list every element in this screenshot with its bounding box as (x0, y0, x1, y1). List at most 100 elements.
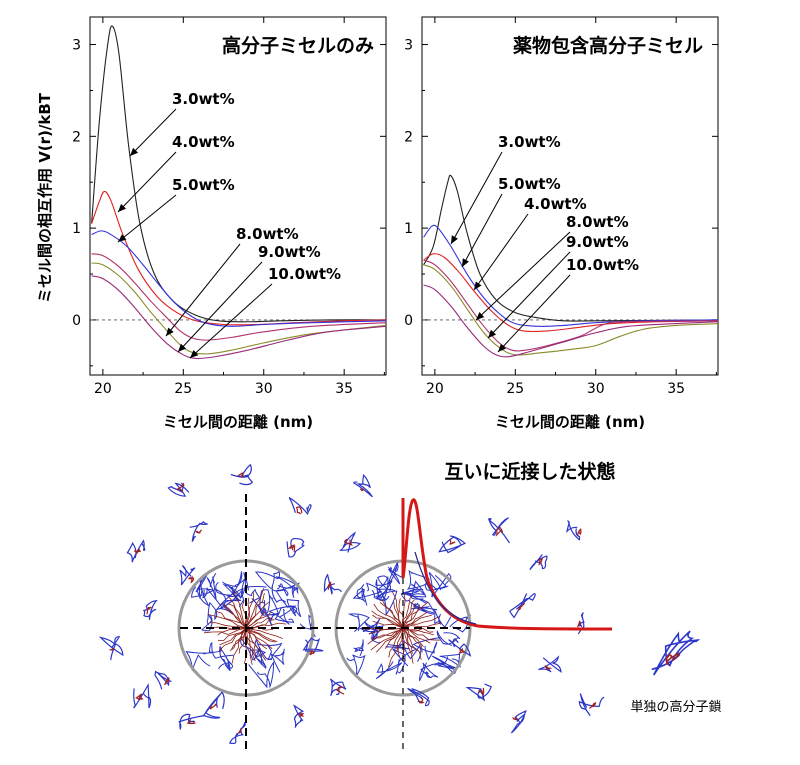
free-polymer-chain (538, 655, 562, 674)
chain-core (449, 538, 456, 545)
label-arrowhead (476, 311, 485, 320)
free-polymer-chain (509, 593, 536, 619)
chain-core (577, 620, 582, 628)
x-tick-label: 20 (426, 381, 444, 397)
plot-frame-2 (421, 16, 719, 376)
chain-core (544, 665, 552, 671)
free-polymer-chain (230, 463, 254, 486)
micelle-corona-chain (206, 573, 217, 600)
micelle-corona-chain (387, 566, 403, 585)
series-label: 10.0wt% (566, 256, 639, 274)
micelle-core-chain (372, 614, 404, 629)
free-polymer-chain (510, 710, 527, 734)
micelle-core-chain (370, 627, 404, 651)
chain-core (417, 697, 425, 704)
chart-title-2: 薬物包含高分子ミセル (512, 34, 703, 57)
series-line-8.0wt% (423, 259, 718, 352)
chain-core (238, 727, 242, 734)
micelle-core-chain (245, 601, 270, 629)
micelle-corona-chain (268, 605, 297, 625)
y-tick-label: 2 (404, 129, 413, 145)
micelle-corona-chain (202, 586, 227, 609)
micelle-corona-chain (397, 640, 422, 663)
micelle-core-chain (217, 627, 247, 636)
micelle-core-chain (401, 595, 411, 629)
x-tick-label: 20 (94, 381, 112, 397)
micelle-corona-chain (254, 570, 281, 589)
micelle-core-chain (373, 603, 404, 629)
micelle-core-chain (388, 627, 404, 658)
micelle-illustration (98, 463, 701, 750)
series-line-8.0wt% (91, 253, 386, 341)
micelle-core-chain (230, 627, 247, 652)
micelle-corona-chain (347, 613, 370, 632)
micelle-corona-chain (371, 589, 398, 617)
micelle-corona-chain (387, 560, 399, 585)
series-label: 9.0wt% (566, 233, 629, 251)
chain-corona (177, 713, 205, 730)
free-polymer-chain (438, 535, 467, 554)
chain-corona (167, 482, 190, 497)
series-label: 3.0wt% (498, 133, 561, 151)
micelle-core-chain (402, 602, 416, 629)
chain-corona (538, 655, 562, 674)
chain-corona (133, 682, 152, 709)
y-tick-label: 2 (72, 129, 81, 145)
micelle-corona-chain (299, 614, 316, 638)
chain-corona (288, 496, 312, 516)
free-polymer-chain (577, 612, 585, 635)
chain-corona (510, 710, 527, 734)
micelle-core-chain (245, 611, 272, 629)
chain-corona (189, 520, 208, 542)
free-polymer-chain (154, 670, 172, 690)
micelle-core-chain (402, 622, 441, 629)
micelle-corona-chain (352, 587, 368, 606)
series-label: 9.0wt% (258, 243, 321, 261)
ticks-1: 20 25 30 35 0 1 2 3 (72, 17, 386, 397)
micelle-corona-chain (286, 599, 302, 618)
micelle-core-chain (402, 627, 422, 660)
chain-corona (438, 535, 467, 554)
micelle-corona-chain (208, 642, 234, 659)
y-tick-label: 0 (404, 313, 413, 329)
label-arrowhead (498, 343, 507, 352)
micelle-core-chain (402, 616, 440, 629)
chain-corona (323, 573, 342, 595)
micelle-core-chain (402, 627, 414, 664)
micelle-core-chain (231, 627, 247, 650)
series-label: 5.0wt% (172, 176, 235, 194)
free-polymer-chain (339, 531, 361, 553)
micelle-core-chain (245, 627, 273, 650)
series-label: 5.0wt% (498, 175, 561, 193)
label-arrowhead (488, 329, 497, 338)
chain-corona (228, 721, 246, 745)
chain-corona (407, 687, 430, 707)
micelle-corona-chain (424, 575, 449, 591)
micelle-core-chain (402, 604, 420, 629)
potential-curve-sketch (401, 498, 613, 631)
chain-core (237, 472, 244, 478)
label-leader-line (177, 261, 263, 353)
label-arrowhead (166, 327, 174, 336)
free-polymer-chain (177, 713, 205, 730)
free-polymer-chain (465, 683, 492, 702)
micelle-core-chain (392, 591, 404, 629)
chain-corona (302, 637, 324, 654)
chain-core (288, 544, 296, 553)
micelle-corona-chain (271, 585, 289, 608)
label-leader-line (461, 193, 503, 268)
chain-core (133, 548, 141, 555)
series-label: 3.0wt% (172, 90, 235, 108)
series-line-3.0wt% (423, 174, 718, 322)
micelle-core-chain (208, 614, 247, 629)
micelle-core-chain (397, 627, 404, 658)
series-line-10.0wt% (423, 284, 718, 358)
free-polymer-chain (578, 693, 605, 716)
free-polymer-chain (167, 482, 190, 497)
illustration-title: 互いに近接した状態 (444, 460, 615, 483)
micelle-corona-chain (436, 629, 461, 646)
y-tick-label: 1 (72, 221, 81, 237)
micelle-corona-chain (346, 654, 366, 677)
series-line-10.0wt% (91, 275, 386, 360)
